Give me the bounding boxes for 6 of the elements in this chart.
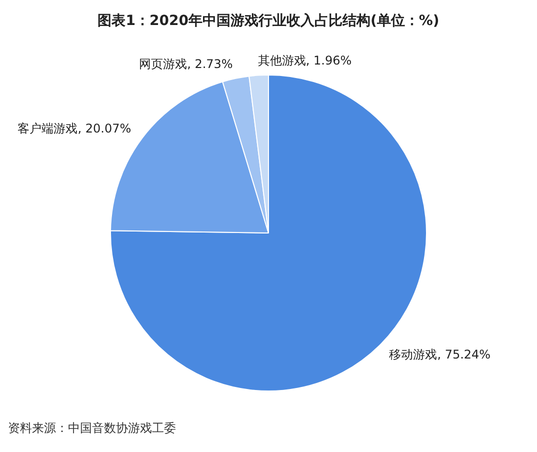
text: 资料来源：中国音数协游戏工委 [7,420,177,437]
slice-label: 移动游戏, 75.24% [389,348,491,362]
slice-label: 网页游戏, 2.73% [139,56,233,71]
slice-label: 其他游戏, 1.96% [258,53,352,68]
chart-title: 图表1：2020年中国游戏行业收入占比结构(单位：%) [96,12,440,31]
slice-label: 客户端游戏, 20.07% [18,122,132,136]
